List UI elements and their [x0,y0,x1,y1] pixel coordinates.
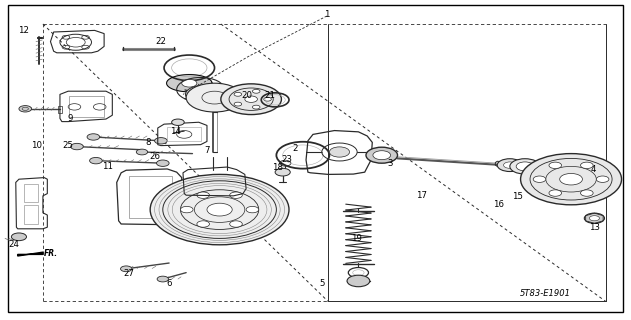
Text: 4: 4 [591,165,596,174]
Text: 12: 12 [18,26,30,35]
Circle shape [186,83,243,112]
Text: 10: 10 [31,141,42,150]
Circle shape [19,106,32,112]
Text: 27: 27 [124,269,135,278]
Circle shape [510,159,540,174]
Text: 8: 8 [146,138,151,147]
Text: 15: 15 [512,192,523,201]
Circle shape [264,97,271,101]
Circle shape [245,96,257,102]
Circle shape [533,176,546,182]
Circle shape [157,276,168,282]
Circle shape [197,221,209,227]
Text: 24: 24 [8,240,20,249]
Circle shape [366,147,398,163]
Circle shape [90,157,102,164]
Circle shape [11,233,27,241]
Text: 18: 18 [272,164,283,172]
Text: FR.: FR. [44,249,57,258]
Circle shape [329,147,350,157]
Circle shape [252,105,260,109]
Circle shape [549,190,562,196]
Circle shape [230,192,242,198]
Text: 19: 19 [351,234,362,243]
Circle shape [197,192,209,198]
Text: 17: 17 [416,191,427,200]
Text: 16: 16 [493,200,504,209]
Text: 2: 2 [293,144,298,153]
Text: 23: 23 [281,156,293,164]
Circle shape [516,162,534,171]
Circle shape [581,190,593,196]
Circle shape [121,266,132,272]
Text: 22: 22 [155,37,167,46]
Circle shape [504,162,516,168]
Circle shape [197,91,209,98]
Circle shape [156,160,169,166]
Circle shape [347,275,370,287]
Circle shape [136,149,148,155]
Circle shape [275,168,290,176]
Circle shape [172,119,184,125]
Circle shape [150,174,289,245]
Circle shape [549,162,562,169]
Circle shape [373,151,391,160]
Circle shape [560,173,582,185]
Text: 6: 6 [167,279,172,288]
Circle shape [155,138,167,144]
Text: 13: 13 [589,223,600,232]
Text: 7: 7 [204,146,209,155]
Text: 9: 9 [68,114,73,123]
Circle shape [521,154,622,205]
Circle shape [234,92,242,96]
Text: 3: 3 [387,159,392,168]
Circle shape [596,176,609,182]
Text: 25: 25 [62,141,74,150]
Circle shape [589,216,599,221]
Circle shape [221,84,281,115]
Circle shape [252,89,260,93]
Circle shape [234,102,242,106]
Circle shape [497,159,522,172]
Text: 20: 20 [242,92,253,100]
Circle shape [180,206,193,213]
Circle shape [182,79,197,87]
Circle shape [186,85,221,103]
Text: 5: 5 [319,279,324,288]
Text: 14: 14 [170,127,181,136]
Circle shape [207,203,232,216]
Text: 5T83-E1901: 5T83-E1901 [521,289,571,298]
Circle shape [71,143,83,150]
Circle shape [584,213,604,223]
Polygon shape [18,252,43,256]
Text: 1: 1 [324,10,329,19]
Text: 21: 21 [264,92,276,100]
Circle shape [87,134,100,140]
Circle shape [581,162,593,169]
Circle shape [230,221,242,227]
Circle shape [246,206,259,213]
Polygon shape [167,75,212,92]
Text: 11: 11 [102,162,113,171]
Text: 26: 26 [149,152,160,161]
